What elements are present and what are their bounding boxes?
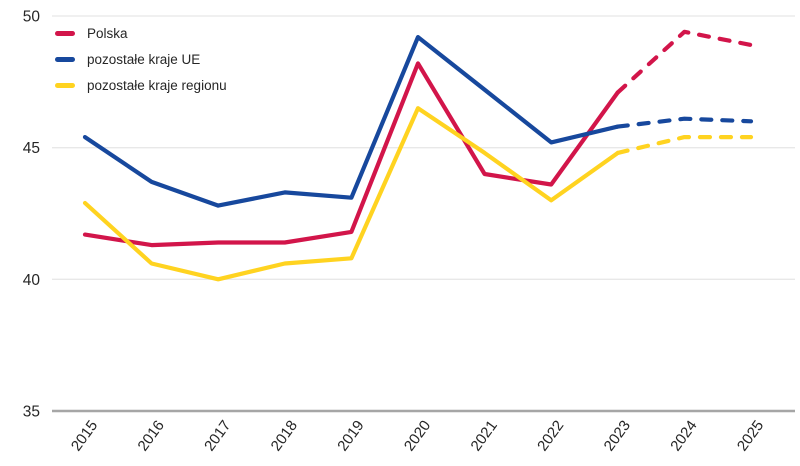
- legend-label-polska: Polska: [87, 25, 128, 41]
- x-tick-label: 2020: [401, 417, 434, 454]
- series-line-pozosta-e-kraje-regionu-dashed: [615, 135, 754, 155]
- y-tick-label: 45: [23, 140, 40, 157]
- legend-item-pozostale-kraje-ue: pozostałe kraje UE: [55, 46, 227, 72]
- series-line-polska-dashed: [615, 29, 754, 95]
- x-tick-label: 2025: [734, 417, 767, 454]
- x-tick-label: 2018: [268, 417, 301, 454]
- y-tick-label: 35: [23, 403, 40, 420]
- x-tick-label: 2016: [134, 417, 167, 454]
- y-tick-label: 50: [23, 9, 41, 26]
- legend-label-pozostale-kraje-ue: pozostałe kraje UE: [87, 51, 201, 67]
- x-tick-label: 2015: [68, 417, 101, 454]
- legend-swatch-pozostale-kraje-regionu: [55, 82, 75, 88]
- series-line-pozosta-e-kraje-ue-solid: [82, 34, 620, 208]
- legend-item-polska: Polska: [55, 20, 227, 46]
- x-tick-label: 2021: [467, 417, 500, 454]
- legend-swatch-pozostale-kraje-ue: [55, 56, 75, 62]
- x-tick-label: 2017: [201, 417, 234, 454]
- series-line-pozosta-e-kraje-regionu-solid: [82, 106, 620, 282]
- x-tick-label: 2019: [334, 417, 367, 454]
- x-tick-label: 2024: [667, 417, 700, 454]
- y-tick-label: 40: [23, 272, 41, 289]
- series-line-polska-solid: [82, 61, 620, 248]
- x-tick-label: 2023: [601, 417, 634, 454]
- chart-legend: Polska pozostałe kraje UE pozostałe kraj…: [55, 20, 227, 98]
- x-tick-label: 2022: [534, 417, 567, 454]
- legend-item-pozostale-kraje-regionu: pozostałe kraje regionu: [55, 72, 227, 98]
- series-line-pozosta-e-kraje-ue-dashed: [615, 116, 754, 129]
- legend-label-pozostale-kraje-regionu: pozostałe kraje regionu: [87, 77, 227, 93]
- legend-swatch-polska: [55, 30, 75, 36]
